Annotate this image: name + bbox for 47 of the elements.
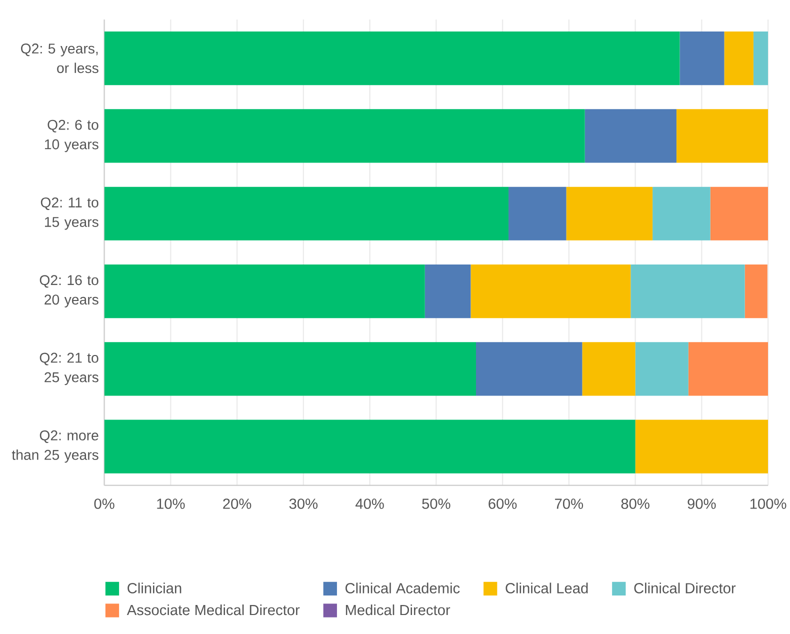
x-tick-label: 60% [488, 498, 517, 510]
legend-label: Clinician [128, 582, 182, 594]
x-tick-label: 30% [289, 498, 318, 510]
y-tick-label: Q2: 11 to 15 years [40, 198, 98, 230]
bar [584, 109, 676, 164]
bar [635, 420, 768, 474]
legend-label: Clinical Director [634, 582, 736, 594]
bar [470, 264, 631, 318]
x-tick-label: 10% [157, 498, 185, 510]
y-tick-label: Q2: more than 25 years [12, 430, 98, 463]
y-tick-label: Q2: 6 to 10 years [44, 120, 98, 152]
bar [104, 109, 585, 164]
legend-label: Clinical Lead [506, 582, 588, 594]
bar [476, 342, 582, 396]
bar [635, 342, 688, 396]
bar [104, 264, 425, 318]
bar [676, 109, 768, 164]
bar [710, 187, 768, 241]
y-tick-label: Q2: 16 to 20 years [40, 275, 98, 308]
legend-label: Clinical Academic [346, 582, 460, 594]
legend-label: Medical Director [346, 604, 450, 616]
y-tick-label: Q2: 5 years, or less [21, 44, 98, 74]
x-tick-label: 40% [356, 498, 384, 510]
bar [104, 32, 680, 86]
x-tick-label: 50% [422, 498, 450, 510]
bar [582, 342, 636, 396]
x-tick-label: 20% [223, 498, 252, 510]
y-tick-label: Q2: 21 to 25 years [40, 352, 98, 386]
bar [652, 187, 710, 241]
legend-label: Associate Medical Director [126, 604, 300, 616]
bar [680, 32, 724, 86]
x-tick-label: 70% [555, 498, 584, 510]
x-tick-label: 80% [621, 498, 650, 510]
bar [753, 32, 768, 86]
x-tick-label: 100% [750, 498, 786, 510]
bar [630, 264, 745, 318]
bar [566, 187, 653, 241]
bar [744, 264, 768, 318]
bar [424, 264, 471, 318]
bar [724, 32, 754, 86]
bar [688, 342, 768, 396]
bar [104, 187, 509, 241]
bar [508, 187, 566, 241]
bar [104, 420, 636, 474]
x-tick-label: 0% [94, 498, 114, 510]
bar [104, 342, 476, 396]
x-tick-label: 90% [688, 498, 716, 510]
